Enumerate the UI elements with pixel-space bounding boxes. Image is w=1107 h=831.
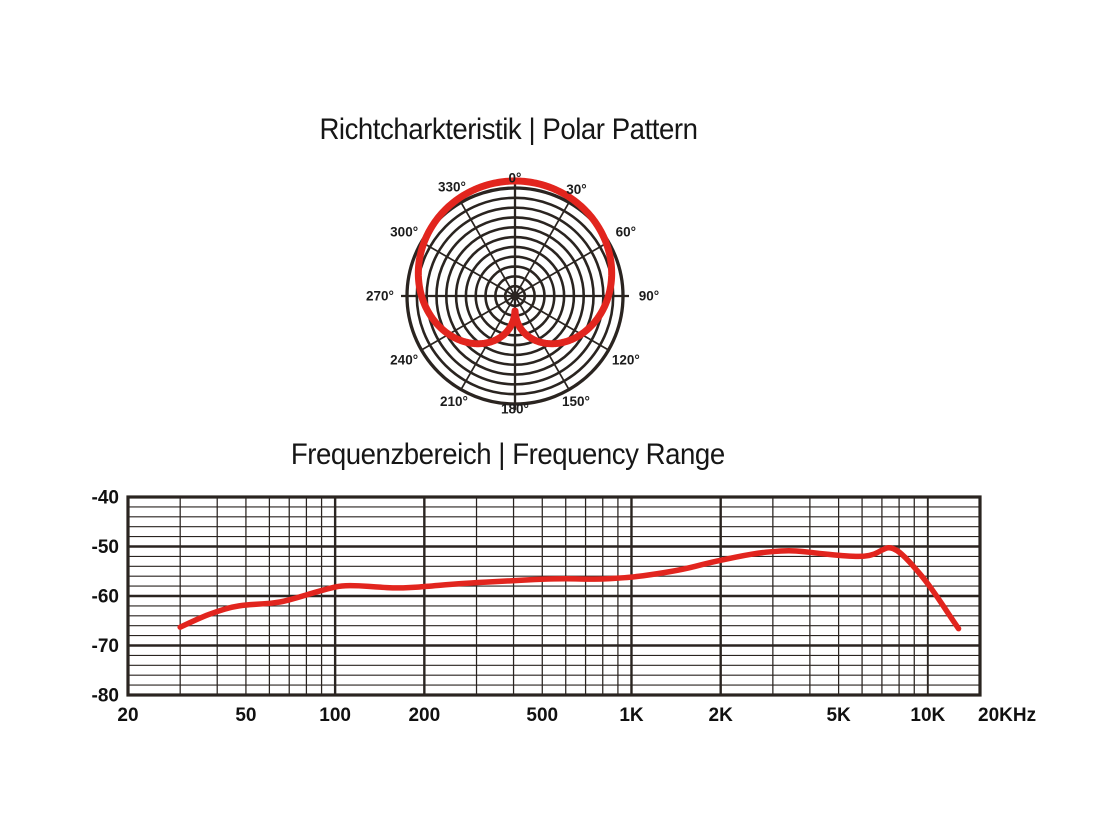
- polar-spoke: [421, 241, 513, 296]
- polar-spoke: [421, 296, 513, 351]
- x-tick-label: 100: [319, 705, 351, 726]
- polar-spoke: [517, 296, 609, 351]
- y-tick-label: -50: [92, 537, 119, 558]
- polar-angle-label: 300°: [390, 225, 418, 240]
- x-tick-label: 500: [526, 705, 558, 726]
- x-tick-label: 50: [235, 705, 256, 726]
- x-tick-label: 2K: [709, 705, 734, 726]
- y-tick-label: -60: [92, 587, 119, 608]
- polar-angle-label: 150°: [562, 394, 590, 409]
- x-axis-labels: 20 50 100 200 500 1K 2K 5K 10K 20KHz: [117, 705, 1036, 726]
- polar-spoke: [515, 202, 570, 294]
- polar-pattern-chart: 0° 30° 60° 90° 120° 150° 180° 210° 240° 270° 300° 3…: [340, 150, 690, 440]
- y-tick-label: -70: [92, 636, 119, 657]
- polar-angle-label: 0°: [509, 171, 522, 186]
- polar-angle-label: 90°: [639, 289, 659, 304]
- frequency-chart-title: Frequenzbereich | Frequency Range: [0, 438, 1016, 472]
- polar-hub: [510, 291, 520, 301]
- x-tick-label: 200: [408, 705, 440, 726]
- polar-angle-labels: 0° 30° 60° 90° 120° 150° 180° 210° 240° 270° 300° 3…: [366, 171, 659, 417]
- polar-spoke: [517, 241, 609, 296]
- polar-angle-label: 330°: [438, 179, 466, 194]
- polar-angle-label: 210°: [440, 394, 468, 409]
- frequency-response-curve: [177, 545, 962, 632]
- x-tick-label: 1K: [619, 705, 644, 726]
- y-axis-labels: -40 -50 -60 -70 -80: [92, 488, 119, 707]
- polar-chart-title-text: Richtcharkteristik | Polar Pattern: [318, 113, 698, 146]
- x-tick-label: 10K: [910, 705, 945, 726]
- freq-grid: [128, 497, 980, 695]
- frequency-chart-title-text: Frequenzbereich | Frequency Range: [291, 438, 725, 471]
- polar-angle-label: 180°: [501, 402, 529, 417]
- x-tick-label: 20KHz: [978, 705, 1036, 726]
- polar-angle-label: 270°: [366, 289, 394, 304]
- plot-border: [126, 495, 982, 697]
- x-tick-label: 5K: [826, 705, 851, 726]
- polar-angle-label: 240°: [390, 353, 418, 368]
- polar-pattern-svg: 0° 30° 60° 90° 120° 150° 180° 210° 240° 270° 300° 3…: [366, 171, 659, 417]
- polar-angle-label: 120°: [612, 353, 640, 368]
- x-tick-label: 20: [117, 705, 138, 726]
- y-tick-label: -80: [92, 686, 119, 707]
- y-tick-label: -40: [92, 488, 119, 509]
- polar-chart-title: Richtcharkteristik | Polar Pattern: [0, 113, 1016, 147]
- polar-pattern-curve: [414, 177, 616, 348]
- frequency-response-chart: -40 -50 -60 -70 -80 20 50 100 200 500 1K 2K 5K 10K 20K…: [60, 468, 1107, 758]
- polar-spoke: [460, 202, 515, 294]
- polar-angle-label: 30°: [566, 182, 586, 197]
- polar-angle-label: 60°: [616, 225, 636, 240]
